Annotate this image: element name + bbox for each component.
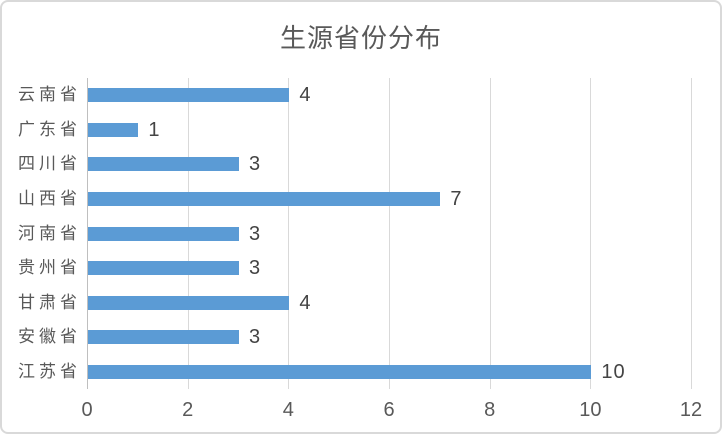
category-label: 甘肃省 (18, 292, 81, 312)
x-tick-label: 4 (282, 399, 294, 421)
bar (88, 122, 139, 137)
x-tick-label: 8 (484, 399, 496, 421)
category-label: 山西省 (18, 188, 81, 208)
bar-value-label: 3 (249, 222, 262, 245)
bar (88, 330, 239, 345)
bar (88, 261, 239, 276)
category-label: 安徽省 (18, 327, 81, 347)
bar (88, 191, 441, 206)
bar-value-label: 1 (148, 118, 161, 141)
bar-value-label: 4 (299, 84, 312, 107)
x-tick-label: 0 (81, 399, 93, 421)
gridline (691, 78, 692, 389)
bar (88, 226, 239, 241)
bar-value-label: 3 (249, 326, 262, 349)
bar-value-label: 3 (249, 257, 262, 280)
x-tick-label: 6 (383, 399, 395, 421)
category-label: 贵州省 (18, 258, 81, 278)
gridline (489, 78, 491, 389)
bar (88, 295, 290, 310)
gridline (288, 78, 290, 389)
category-label: 四川省 (18, 154, 81, 174)
category-label: 云南省 (18, 85, 81, 105)
bar-value-label: 7 (450, 187, 463, 210)
x-tick-label: 10 (579, 399, 602, 421)
category-label: 河南省 (18, 223, 81, 243)
bar (88, 157, 239, 172)
bar-value-label: 4 (299, 291, 312, 314)
x-tick-label: 12 (679, 399, 703, 421)
bar-value-label: 10 (601, 360, 626, 383)
category-label: 广东省 (18, 119, 81, 139)
category-label: 江苏省 (18, 361, 81, 381)
bar (88, 364, 592, 379)
bar (88, 88, 290, 103)
gridline (590, 78, 592, 389)
x-tick-label: 2 (182, 399, 194, 421)
gridline (389, 78, 390, 389)
bar-value-label: 3 (249, 153, 262, 176)
chart-title: 生源省份分布 (279, 24, 442, 53)
category-axis-line (87, 78, 88, 389)
